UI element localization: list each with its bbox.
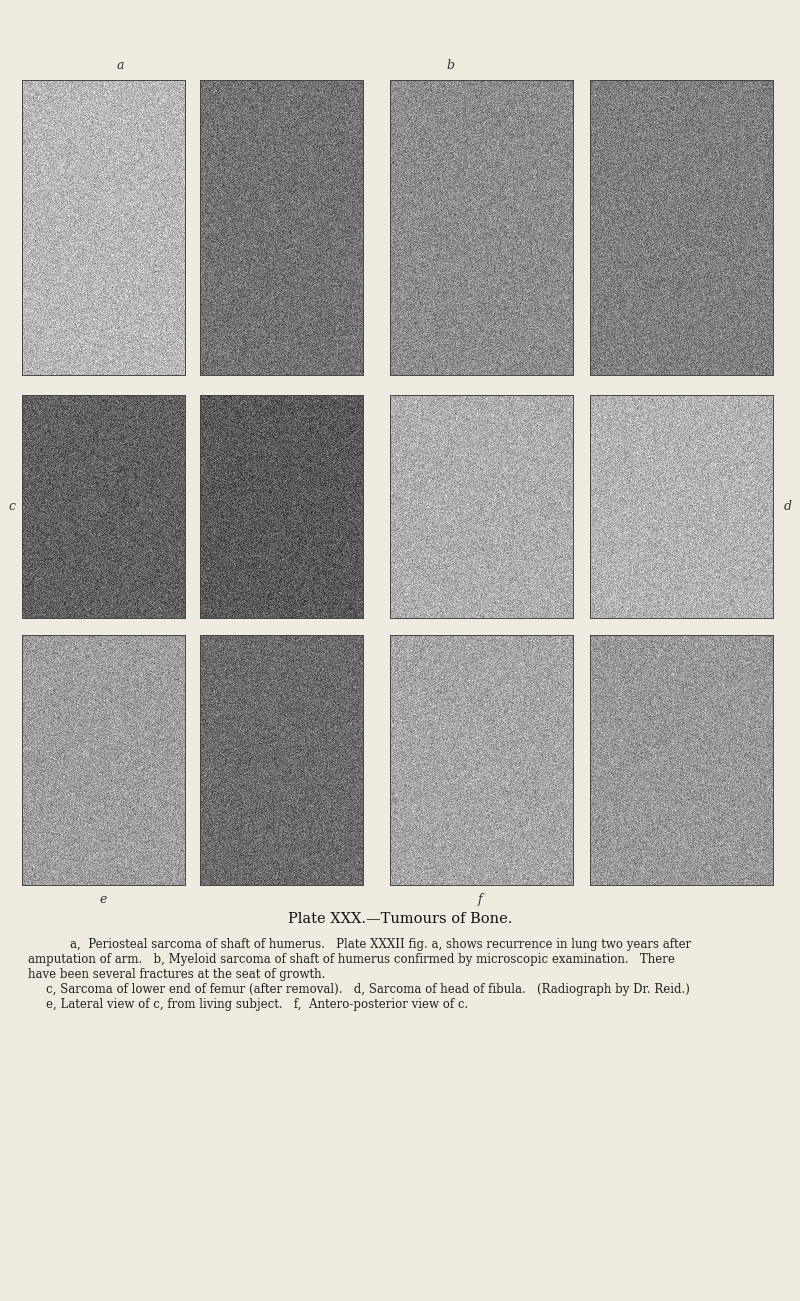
Text: e, Lateral view of c, from living subject.   f,  Antero-posterior view of c.: e, Lateral view of c, from living subjec… bbox=[46, 998, 468, 1011]
Text: b: b bbox=[446, 59, 454, 72]
Text: amputation of arm.   b, Myeloid sarcoma of shaft of humerus confirmed by microsc: amputation of arm. b, Myeloid sarcoma of… bbox=[28, 954, 675, 967]
Text: Plate XXX.—Tumours of Bone.: Plate XXX.—Tumours of Bone. bbox=[288, 912, 512, 926]
Text: d: d bbox=[784, 500, 792, 513]
Text: a: a bbox=[116, 59, 124, 72]
Text: have been several fractures at the seat of growth.: have been several fractures at the seat … bbox=[28, 968, 326, 981]
Text: c: c bbox=[8, 500, 15, 513]
Text: f: f bbox=[478, 892, 482, 905]
Text: a,  Periosteal sarcoma of shaft of humerus.   Plate XXXII fig. a, shows recurren: a, Periosteal sarcoma of shaft of humeru… bbox=[70, 938, 691, 951]
Text: c, Sarcoma of lower end of femur (after removal).   d, Sarcoma of head of fibula: c, Sarcoma of lower end of femur (after … bbox=[46, 984, 690, 997]
Text: e: e bbox=[99, 892, 106, 905]
